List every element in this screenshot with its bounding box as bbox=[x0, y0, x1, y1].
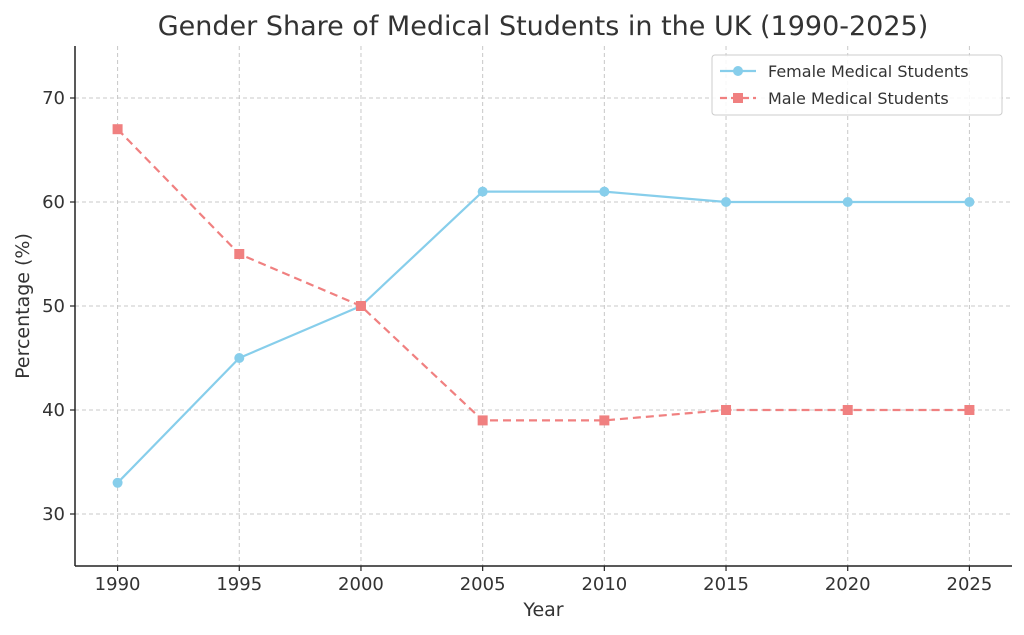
data-point bbox=[964, 197, 975, 207]
legend: Female Medical Students Male Medical Stud… bbox=[711, 54, 1003, 116]
y-tick-label: 60 bbox=[42, 192, 65, 213]
data-point bbox=[234, 353, 245, 363]
series bbox=[112, 124, 975, 488]
legend-marker bbox=[733, 93, 743, 103]
legend-box bbox=[711, 54, 1003, 116]
legend-label: Female Medical Students bbox=[768, 62, 969, 81]
data-point bbox=[599, 186, 610, 197]
chart-title: Gender Share of Medical Students in the … bbox=[158, 11, 929, 42]
legend-item: Female Medical Students bbox=[720, 62, 969, 81]
data-point bbox=[721, 405, 732, 415]
y-tick-label: 30 bbox=[42, 504, 65, 525]
series-female-medical-students bbox=[112, 186, 975, 488]
data-point bbox=[721, 197, 732, 207]
y-tick-label: 40 bbox=[42, 400, 65, 421]
data-point bbox=[599, 415, 610, 426]
data-point bbox=[842, 405, 853, 415]
data-point bbox=[355, 301, 366, 311]
data-point bbox=[964, 405, 975, 415]
y-axis-label: Percentage (%) bbox=[12, 233, 34, 379]
legend-label: Male Medical Students bbox=[768, 89, 949, 108]
series-male-medical-students bbox=[112, 124, 975, 426]
data-point bbox=[112, 124, 123, 135]
ticks: 1990 1995 2000 2005 2010 2015 2020 2025 30 40 50 60… bbox=[42, 88, 992, 595]
x-tick-label: 2020 bbox=[825, 574, 871, 595]
data-point bbox=[234, 249, 245, 259]
x-axis-label: Year bbox=[522, 599, 563, 621]
y-tick-label: 70 bbox=[42, 88, 65, 109]
data-point bbox=[477, 415, 488, 426]
series-line-female-medical-students bbox=[116, 190, 970, 484]
grid bbox=[75, 46, 1012, 566]
x-tick-label: 2025 bbox=[947, 574, 993, 595]
data-point bbox=[477, 186, 488, 197]
legend-marker bbox=[733, 66, 743, 76]
data-point bbox=[842, 197, 853, 207]
x-tick-label: 2000 bbox=[338, 574, 384, 595]
y-tick-label: 50 bbox=[42, 296, 65, 317]
x-tick-label: 1990 bbox=[95, 574, 141, 595]
x-tick-label: 1995 bbox=[216, 574, 262, 595]
series-line-male-medical-students bbox=[116, 128, 970, 422]
x-tick-label: 2005 bbox=[460, 574, 506, 595]
x-tick-label: 2010 bbox=[581, 574, 627, 595]
legend-item: Male Medical Students bbox=[720, 89, 949, 108]
data-point bbox=[112, 477, 123, 488]
x-tick-label: 2015 bbox=[703, 574, 749, 595]
